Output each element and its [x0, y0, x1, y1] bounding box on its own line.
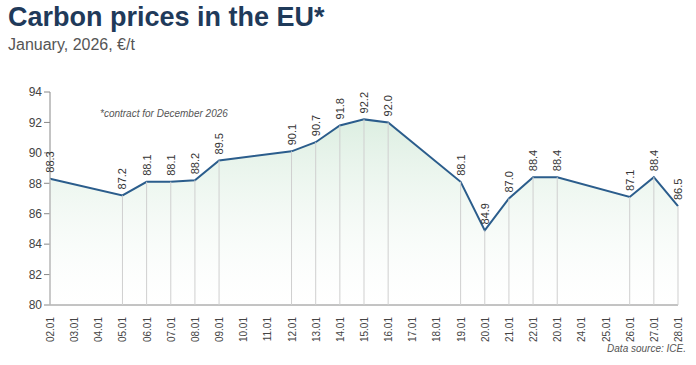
svg-text:17.01: 17.01: [407, 317, 418, 342]
svg-text:20.01: 20.01: [552, 317, 563, 342]
svg-text:14.01: 14.01: [335, 317, 346, 342]
html-text:January, 2026, €/t: January, 2026, €/t: [8, 36, 135, 53]
svg-text:88: 88: [29, 177, 43, 191]
svg-text:91.8: 91.8: [334, 98, 346, 119]
svg-text:13.01: 13.01: [311, 317, 322, 342]
svg-text:87.2: 87.2: [116, 168, 128, 189]
svg-text:11.01: 11.01: [262, 317, 273, 342]
svg-text:20.01: 20.01: [480, 317, 491, 342]
svg-text:86.5: 86.5: [672, 179, 684, 200]
svg-text:15.01: 15.01: [359, 317, 370, 342]
svg-text:02.01: 02.01: [45, 317, 56, 342]
svg-text:90.7: 90.7: [310, 115, 322, 136]
svg-text:89.5: 89.5: [213, 133, 225, 154]
svg-text:25.01: 25.01: [601, 317, 612, 342]
svg-text:04.01: 04.01: [93, 317, 104, 342]
svg-text:82: 82: [29, 268, 43, 282]
svg-text:90.1: 90.1: [286, 124, 298, 145]
svg-text:10.01: 10.01: [238, 317, 249, 342]
svg-text:92.0: 92.0: [382, 95, 394, 116]
svg-text:24.01: 24.01: [576, 317, 587, 342]
svg-text:92.2: 92.2: [358, 92, 370, 113]
svg-text:88.1: 88.1: [141, 154, 153, 175]
svg-text:88.1: 88.1: [455, 154, 467, 175]
svg-text:03.01: 03.01: [69, 317, 80, 342]
svg-text:84.9: 84.9: [479, 203, 491, 224]
svg-text:27.01: 27.01: [649, 317, 660, 342]
svg-text:88.4: 88.4: [527, 150, 539, 171]
svg-text:26.01: 26.01: [625, 317, 636, 342]
svg-text:94: 94: [29, 85, 43, 99]
svg-text:08.01: 08.01: [190, 317, 201, 342]
svg-text:88.1: 88.1: [165, 154, 177, 175]
svg-text:22.01: 22.01: [528, 317, 539, 342]
svg-text:07.01: 07.01: [166, 317, 177, 342]
svg-text:88.3: 88.3: [44, 151, 56, 172]
html-text:Data source: ICE.: Data source: ICE.: [607, 343, 686, 354]
svg-text:16.01: 16.01: [383, 317, 394, 342]
html-text:*contract for December 2026: *contract for December 2026: [100, 108, 228, 119]
svg-text:90: 90: [29, 146, 43, 160]
svg-text:28.01: 28.01: [673, 317, 684, 342]
svg-text:86: 86: [29, 207, 43, 221]
svg-text:88.2: 88.2: [189, 153, 201, 174]
svg-text:19.01: 19.01: [456, 317, 467, 342]
svg-text:21.01: 21.01: [504, 317, 515, 342]
svg-text:09.01: 09.01: [214, 317, 225, 342]
svg-text:18.01: 18.01: [431, 317, 442, 342]
html-text:Carbon prices in the EU*: Carbon prices in the EU*: [8, 2, 325, 32]
svg-text:88.4: 88.4: [648, 150, 660, 171]
svg-text:87.1: 87.1: [624, 170, 636, 191]
svg-text:12.01: 12.01: [287, 317, 298, 342]
svg-text:87.0: 87.0: [503, 171, 515, 192]
svg-text:84: 84: [29, 237, 43, 251]
svg-text:06.01: 06.01: [142, 317, 153, 342]
svg-text:80: 80: [29, 298, 43, 312]
svg-text:88.4: 88.4: [551, 150, 563, 171]
svg-text:05.01: 05.01: [117, 317, 128, 342]
svg-text:92: 92: [29, 116, 43, 130]
